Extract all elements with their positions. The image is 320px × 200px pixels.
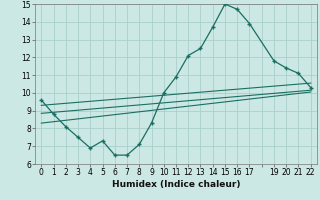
X-axis label: Humidex (Indice chaleur): Humidex (Indice chaleur)	[112, 180, 240, 189]
